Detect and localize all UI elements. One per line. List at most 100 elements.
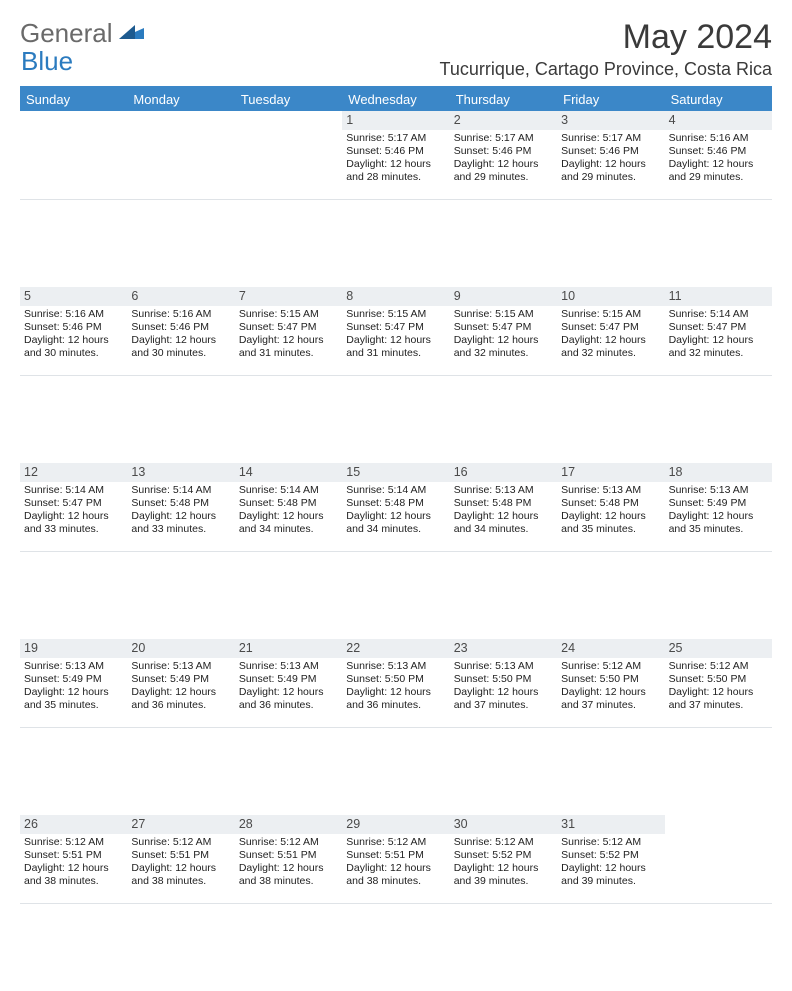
calendar-cell: 14Sunrise: 5:14 AMSunset: 5:48 PMDayligh… — [235, 463, 342, 551]
calendar-cell: 8Sunrise: 5:15 AMSunset: 5:47 PMDaylight… — [342, 287, 449, 375]
day-number: 6 — [127, 287, 234, 306]
cell-line: Sunrise: 5:15 AM — [454, 308, 553, 321]
cell-line: Sunset: 5:49 PM — [24, 673, 123, 686]
day-number: 15 — [342, 463, 449, 482]
cell-line: Sunset: 5:52 PM — [561, 849, 660, 862]
day-number: 28 — [235, 815, 342, 834]
cell-line: and 35 minutes. — [561, 523, 660, 536]
header: General May 2024 Tucurrique, Cartago Pro… — [20, 18, 772, 80]
cell-line: Daylight: 12 hours — [131, 862, 230, 875]
calendar-cell: 20Sunrise: 5:13 AMSunset: 5:49 PMDayligh… — [127, 639, 234, 727]
calendar-cell: 7Sunrise: 5:15 AMSunset: 5:47 PMDaylight… — [235, 287, 342, 375]
cell-line: Daylight: 12 hours — [239, 862, 338, 875]
brand-mark-icon — [119, 22, 145, 45]
calendar-cell: 13Sunrise: 5:14 AMSunset: 5:48 PMDayligh… — [127, 463, 234, 551]
calendar-cell: 24Sunrise: 5:12 AMSunset: 5:50 PMDayligh… — [557, 639, 664, 727]
cell-line: Sunset: 5:47 PM — [561, 321, 660, 334]
cell-line: Daylight: 12 hours — [346, 686, 445, 699]
cell-line: Daylight: 12 hours — [239, 686, 338, 699]
day-number: 16 — [450, 463, 557, 482]
calendar-cell: 29Sunrise: 5:12 AMSunset: 5:51 PMDayligh… — [342, 815, 449, 903]
cell-line: Daylight: 12 hours — [561, 686, 660, 699]
day-number: 14 — [235, 463, 342, 482]
cell-line: Sunset: 5:51 PM — [24, 849, 123, 862]
calendar-cell — [665, 815, 772, 903]
cell-line: Sunset: 5:48 PM — [454, 497, 553, 510]
day-number: 1 — [342, 111, 449, 130]
cell-line: and 29 minutes. — [454, 171, 553, 184]
day-number: 20 — [127, 639, 234, 658]
cell-line: and 34 minutes. — [239, 523, 338, 536]
cell-line: and 35 minutes. — [24, 699, 123, 712]
cell-line: Sunset: 5:46 PM — [561, 145, 660, 158]
cell-line: Sunset: 5:47 PM — [24, 497, 123, 510]
cell-line: Sunrise: 5:14 AM — [346, 484, 445, 497]
cell-line: and 34 minutes. — [454, 523, 553, 536]
cell-line: Sunrise: 5:13 AM — [24, 660, 123, 673]
week-separator — [20, 375, 772, 376]
cell-line: and 32 minutes. — [561, 347, 660, 360]
cell-line: and 37 minutes. — [454, 699, 553, 712]
cell-line: Sunrise: 5:13 AM — [561, 484, 660, 497]
day-number: 4 — [665, 111, 772, 130]
cell-line: Daylight: 12 hours — [561, 510, 660, 523]
cell-line: and 31 minutes. — [239, 347, 338, 360]
cell-line: Sunrise: 5:14 AM — [239, 484, 338, 497]
cell-line: Daylight: 12 hours — [561, 158, 660, 171]
day-number — [127, 111, 234, 114]
cell-line: and 38 minutes. — [24, 875, 123, 888]
dayhead-saturday: Saturday — [665, 88, 772, 111]
day-number: 9 — [450, 287, 557, 306]
cell-line: Daylight: 12 hours — [669, 686, 768, 699]
cell-line: Sunset: 5:47 PM — [454, 321, 553, 334]
cell-line: Sunrise: 5:14 AM — [669, 308, 768, 321]
cell-line: Daylight: 12 hours — [131, 686, 230, 699]
cell-line: Sunrise: 5:17 AM — [346, 132, 445, 145]
cell-line: and 36 minutes. — [346, 699, 445, 712]
cell-line: Sunrise: 5:13 AM — [131, 660, 230, 673]
cell-line: Sunset: 5:51 PM — [131, 849, 230, 862]
cell-line: and 37 minutes. — [561, 699, 660, 712]
day-number: 27 — [127, 815, 234, 834]
week-separator — [20, 199, 772, 200]
title-block: May 2024 Tucurrique, Cartago Province, C… — [440, 18, 772, 80]
cell-line: Daylight: 12 hours — [669, 334, 768, 347]
calendar-cell — [235, 111, 342, 199]
calendar-day-header: Sunday Monday Tuesday Wednesday Thursday… — [20, 86, 772, 111]
day-number — [235, 111, 342, 114]
calendar-cell: 18Sunrise: 5:13 AMSunset: 5:49 PMDayligh… — [665, 463, 772, 551]
cell-line: Sunrise: 5:14 AM — [24, 484, 123, 497]
cell-line: Sunset: 5:46 PM — [346, 145, 445, 158]
cell-line: Sunrise: 5:13 AM — [346, 660, 445, 673]
day-number: 11 — [665, 287, 772, 306]
day-number: 30 — [450, 815, 557, 834]
cell-line: Daylight: 12 hours — [669, 158, 768, 171]
calendar-cell: 23Sunrise: 5:13 AMSunset: 5:50 PMDayligh… — [450, 639, 557, 727]
calendar-cell: 2Sunrise: 5:17 AMSunset: 5:46 PMDaylight… — [450, 111, 557, 199]
cell-line: Daylight: 12 hours — [346, 862, 445, 875]
calendar-cell: 26Sunrise: 5:12 AMSunset: 5:51 PMDayligh… — [20, 815, 127, 903]
cell-line: Daylight: 12 hours — [669, 510, 768, 523]
cell-line: Daylight: 12 hours — [454, 686, 553, 699]
calendar-cell: 11Sunrise: 5:14 AMSunset: 5:47 PMDayligh… — [665, 287, 772, 375]
calendar-cell: 16Sunrise: 5:13 AMSunset: 5:48 PMDayligh… — [450, 463, 557, 551]
cell-line: Daylight: 12 hours — [239, 334, 338, 347]
cell-line: Daylight: 12 hours — [561, 334, 660, 347]
day-number: 29 — [342, 815, 449, 834]
day-number: 3 — [557, 111, 664, 130]
day-number: 19 — [20, 639, 127, 658]
cell-line: and 29 minutes. — [561, 171, 660, 184]
calendar-cell — [127, 111, 234, 199]
cell-line: Sunrise: 5:17 AM — [454, 132, 553, 145]
day-number: 2 — [450, 111, 557, 130]
cell-line: and 34 minutes. — [346, 523, 445, 536]
dayhead-sunday: Sunday — [20, 88, 127, 111]
cell-line: and 38 minutes. — [131, 875, 230, 888]
cell-line: Sunrise: 5:12 AM — [561, 660, 660, 673]
cell-line: Daylight: 12 hours — [346, 510, 445, 523]
cell-line: Sunrise: 5:12 AM — [561, 836, 660, 849]
cell-line: Sunset: 5:46 PM — [454, 145, 553, 158]
week-separator — [20, 727, 772, 728]
cell-line: and 30 minutes. — [24, 347, 123, 360]
calendar-cell: 28Sunrise: 5:12 AMSunset: 5:51 PMDayligh… — [235, 815, 342, 903]
